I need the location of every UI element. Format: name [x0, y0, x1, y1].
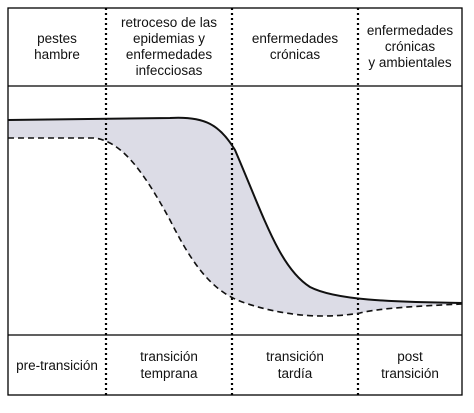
header-early-transition: retroceso de las epidemias y enfermedade… [120, 15, 218, 78]
header-pre-transition: pestes hambre [34, 31, 80, 62]
header-late-transition: enfermedades crónicas [251, 31, 339, 62]
solid-curve [7, 116, 463, 304]
footer-early-transition: transición temprana [140, 349, 198, 381]
dashed-curve [8, 137, 463, 317]
footer-late-transition: transición tardía [266, 349, 324, 381]
outer-frame [7, 7, 463, 396]
shaded-gap-area [8, 117, 462, 316]
header-post-transition: enfermedades crónicas y ambientales [366, 23, 454, 70]
footer-pre-transition: pre-transición [16, 357, 98, 373]
footer-post-transition: post transición [381, 349, 439, 381]
